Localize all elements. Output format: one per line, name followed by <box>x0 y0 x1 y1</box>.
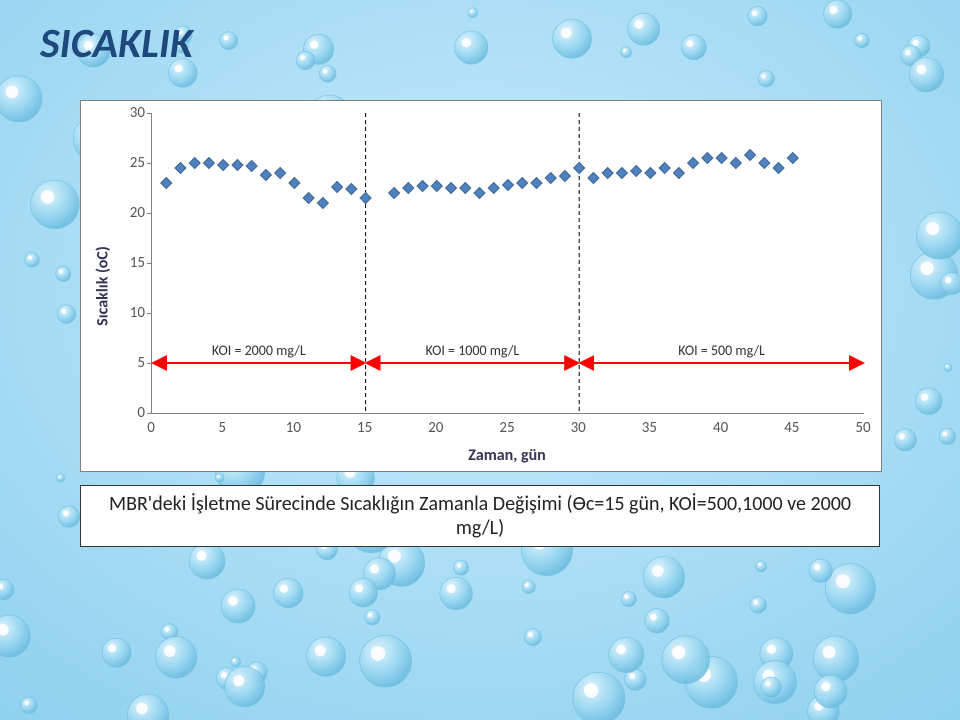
data-marker <box>787 153 798 164</box>
y-tick-label: 25 <box>105 154 145 172</box>
y-tick-label: 30 <box>105 104 145 122</box>
x-tick-label: 10 <box>286 419 301 437</box>
y-tick-label: 10 <box>105 304 145 322</box>
x-tick-label: 30 <box>571 419 586 437</box>
data-marker <box>389 188 400 199</box>
data-marker <box>716 153 727 164</box>
y-tick-labels: 051015202530 <box>81 113 151 413</box>
y-tick-label: 0 <box>105 404 145 422</box>
x-tick-label: 20 <box>428 419 443 437</box>
chart-panel: Sıcaklık (oC) KOI = 2000 mg/LKOI = 1000 … <box>80 100 882 472</box>
x-tick-label: 40 <box>713 419 728 437</box>
data-marker <box>517 178 528 189</box>
plot-area: KOI = 2000 mg/L KOI = 1000 mg/L KOI = 500 … <box>151 113 864 414</box>
data-marker <box>773 163 784 174</box>
data-marker <box>161 178 172 189</box>
data-marker <box>417 181 428 192</box>
x-tick-label: 0 <box>147 419 155 437</box>
data-marker <box>745 150 756 161</box>
data-marker <box>218 160 229 171</box>
data-marker <box>246 161 257 172</box>
data-marker <box>588 173 599 184</box>
data-marker <box>403 183 414 194</box>
data-marker <box>602 168 613 179</box>
data-marker <box>175 163 186 174</box>
data-marker <box>189 158 200 169</box>
data-marker <box>545 173 556 184</box>
page-title: SICAKLIK <box>40 18 193 69</box>
data-marker <box>332 182 343 193</box>
region-label: KOI = 1000 mg/L <box>425 342 519 359</box>
x-tick-label: 25 <box>499 419 514 437</box>
data-marker <box>317 198 328 209</box>
data-marker <box>446 183 457 194</box>
data-marker <box>232 160 243 171</box>
y-tick-label: 20 <box>105 204 145 222</box>
data-marker <box>645 168 656 179</box>
region-label: KOI = 2000 mg/L <box>212 342 306 359</box>
data-marker <box>360 193 371 204</box>
data-marker <box>574 163 585 174</box>
data-marker <box>702 153 713 164</box>
plot-svg: KOI = 2000 mg/L KOI = 1000 mg/L KOI = 500 … <box>152 113 864 413</box>
data-marker <box>659 163 670 174</box>
data-marker <box>474 188 485 199</box>
data-marker <box>673 168 684 179</box>
data-marker <box>488 183 499 194</box>
data-marker <box>688 158 699 169</box>
data-marker <box>759 158 770 169</box>
x-tick-label: 5 <box>218 419 226 437</box>
data-marker <box>531 178 542 189</box>
data-marker <box>616 168 627 179</box>
x-tick-label: 50 <box>855 419 870 437</box>
data-marker <box>503 180 514 191</box>
x-tick-label: 35 <box>642 419 657 437</box>
x-tick-labels: 05101520253035404550 <box>151 415 863 439</box>
data-marker <box>289 178 300 189</box>
x-axis-label: Zaman, gün <box>151 446 863 465</box>
x-tick-label: 15 <box>357 419 372 437</box>
y-tick-label: 15 <box>105 254 145 272</box>
data-marker <box>346 184 357 195</box>
data-marker <box>303 193 314 204</box>
caption: MBR'deki İşletme Sürecinde Sıcaklığın Za… <box>80 485 880 547</box>
data-marker <box>431 181 442 192</box>
data-marker <box>203 158 214 169</box>
data-marker <box>559 171 570 182</box>
data-marker <box>275 168 286 179</box>
data-marker <box>460 183 471 194</box>
region-label: KOI = 500 mg/L <box>678 342 765 359</box>
y-tick-label: 5 <box>105 354 145 372</box>
data-marker <box>260 170 271 181</box>
x-tick-label: 45 <box>784 419 799 437</box>
data-marker <box>631 166 642 177</box>
data-marker <box>730 158 741 169</box>
